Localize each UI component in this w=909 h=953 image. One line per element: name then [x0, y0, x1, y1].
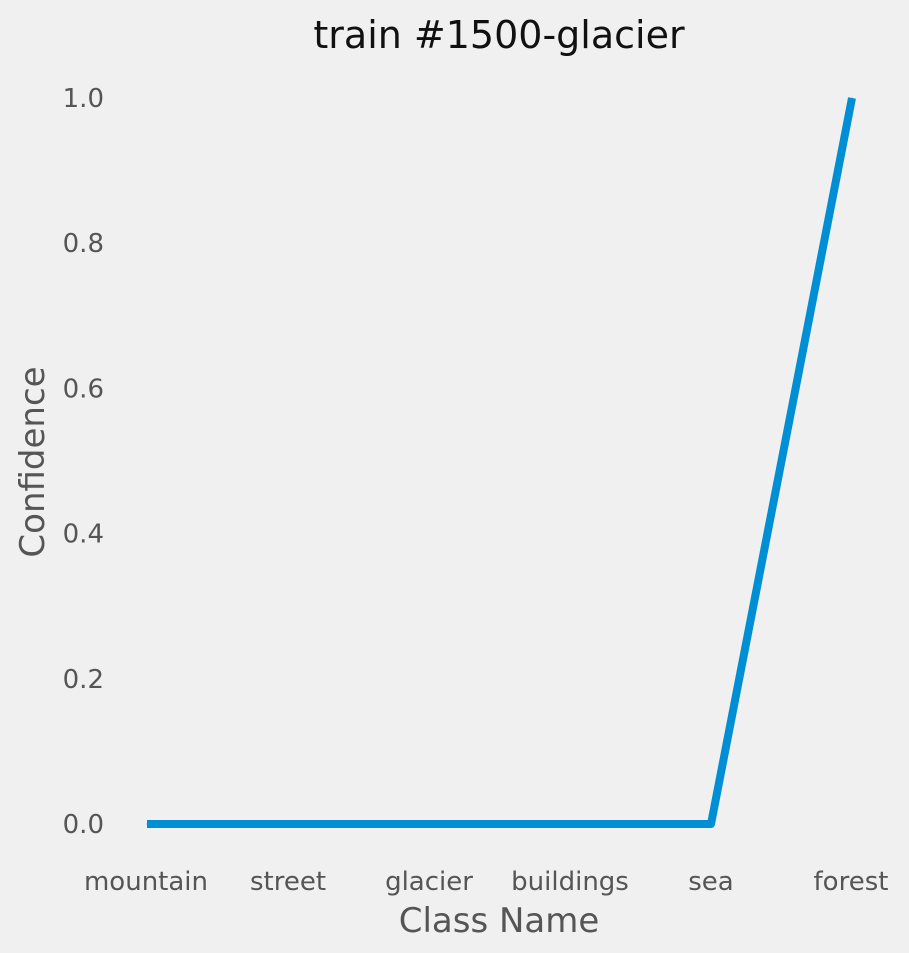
data-point: [428, 823, 430, 825]
y-axis-ticks: 0.0 0.2 0.4 0.6 0.8 1.0: [63, 84, 104, 840]
y-tick-label: 0.0: [63, 810, 104, 840]
y-tick-label: 1.0: [63, 84, 104, 114]
x-tick-label: buildings: [511, 867, 629, 897]
x-axis-ticks: mountain street glacier buildings sea forest: [84, 867, 888, 897]
x-tick-label: mountain: [84, 867, 208, 897]
y-axis-label: Confidence: [13, 366, 53, 557]
x-tick-label: forest: [814, 867, 889, 897]
data-point: [851, 97, 853, 99]
y-tick-label: 0.6: [63, 374, 104, 404]
x-axis-label: Class Name: [399, 901, 600, 941]
x-tick-label: street: [250, 867, 326, 897]
data-point: [569, 823, 571, 825]
x-tick-label: glacier: [385, 867, 473, 897]
chart-title: train #1500-glacier: [313, 13, 685, 57]
data-point: [146, 823, 148, 825]
data-point: [710, 823, 712, 825]
series-layer: [146, 97, 856, 828]
y-tick-label: 0.8: [63, 229, 104, 259]
y-tick-label: 0.4: [63, 520, 104, 550]
x-tick-label: sea: [688, 867, 733, 897]
y-tick-label: 0.2: [63, 665, 104, 695]
data-point: [287, 823, 289, 825]
series-line: [147, 97, 856, 828]
